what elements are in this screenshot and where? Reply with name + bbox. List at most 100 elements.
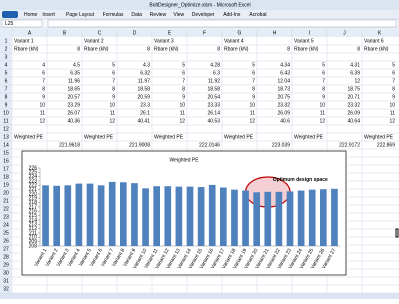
cell: 7 [182,79,185,85]
formula-input[interactable] [47,19,397,28]
ribbon-tab[interactable]: Page Layout [66,12,95,18]
cell: 10 [39,103,45,109]
row-header: 21 [3,199,9,205]
row-header: 23 [3,215,9,221]
cell: 6 [112,71,115,77]
cell: Rbare (kN) [14,47,39,53]
column-header: E [168,31,172,37]
cell: 23.32 [347,103,360,109]
cell: 9 [392,95,395,101]
row-header: 4 [5,63,8,69]
cell: 8 [42,87,45,93]
bar [131,183,138,246]
row-header: 7 [5,87,8,93]
row-header: 6 [5,79,8,85]
y-tick-label: 211 [29,230,37,236]
cell: 7 [112,79,115,85]
cell: 8 [252,87,255,93]
cell: 8 [147,47,150,53]
cell: 5 [322,63,325,69]
bar [75,183,83,246]
cell: 10 [179,103,185,109]
row-header: 2 [5,47,8,53]
cell: Weighted PE [84,135,114,141]
column-header-bar [0,29,399,37]
row-header: 13 [3,135,9,141]
cell: 8 [182,87,185,93]
ribbon-tab[interactable]: Add-Ins [223,12,241,18]
cell: 18.73 [277,87,290,93]
ribbon-tab[interactable]: Review [150,12,167,18]
y-tick-label: 212 [29,226,38,232]
cell: 11 [250,111,255,117]
y-tick-label: 224 [29,174,38,180]
y-tick-label: 220 [29,191,38,197]
cell: 7 [322,79,325,85]
ribbon-tab[interactable]: Data [131,12,142,18]
cell: 8 [287,47,290,53]
cell: 23.32 [277,103,290,109]
bar [97,185,105,246]
ribbon-tab[interactable]: Home [24,12,38,18]
bar [186,186,194,246]
bar [164,186,172,246]
cell: 5 [392,63,395,69]
bar [64,185,72,246]
cell: 9 [252,95,255,101]
cell: 11.96 [68,79,80,85]
row-header: 9 [5,103,8,109]
cell: 6 [392,71,395,77]
cell: 4.28 [210,63,220,69]
cell: 12 [389,119,395,125]
ribbon-tab[interactable]: Developer [192,12,215,18]
ribbon-tab[interactable]: Insert [42,12,55,18]
cell: 10 [249,103,255,109]
bar [297,190,305,246]
cell: 9 [322,95,325,101]
y-tick-label: 222 [29,183,38,189]
cell: 9 [112,95,115,101]
ribbon-tab[interactable]: Acrobat [249,12,267,18]
row-header: 15 [3,151,9,157]
name-box[interactable] [1,19,43,28]
cell: 40.36 [67,119,80,125]
cell: 26.1 [140,111,150,117]
cell: 4.5 [73,63,80,69]
cell: 222.869 [377,143,395,149]
row-header: 11 [3,119,8,125]
cell: 7 [252,79,255,85]
cell: 23.33 [207,103,220,109]
column-header: F [203,31,206,37]
cell: 4.3 [143,63,150,69]
cell: Weighted PE [154,135,184,141]
cell: Rbare (kN) [84,47,109,53]
y-tick-label: 213 [29,222,38,228]
cell: 8 [217,47,220,53]
office-button[interactable] [2,11,18,18]
cell: 11 [180,111,185,117]
y-tick-label: 217 [29,204,38,210]
cell: 11.97 [138,79,150,85]
bar [331,188,338,246]
bar [197,187,205,246]
cell: 12 [109,119,115,125]
ribbon-tab[interactable]: Formulas [103,12,124,18]
bar [275,191,283,246]
bar [175,186,183,246]
cell: 6.39 [350,71,360,77]
cell: Rbare (kN) [154,47,179,53]
cell: 9 [182,95,185,101]
cell: 20.57 [67,95,80,101]
cell: 12 [354,79,360,85]
ribbon-tab[interactable]: View [173,12,184,18]
cell: 11 [40,111,45,117]
cell: 20.59 [137,95,150,101]
cell: 40.64 [347,119,360,125]
cell: 6 [182,71,185,77]
cell: 5 [112,63,115,69]
cell: 6 [322,71,325,77]
cell: Variant 6 [364,39,384,45]
bar [231,189,238,246]
cell: 10 [319,103,325,109]
row-header: 30 [3,271,9,277]
